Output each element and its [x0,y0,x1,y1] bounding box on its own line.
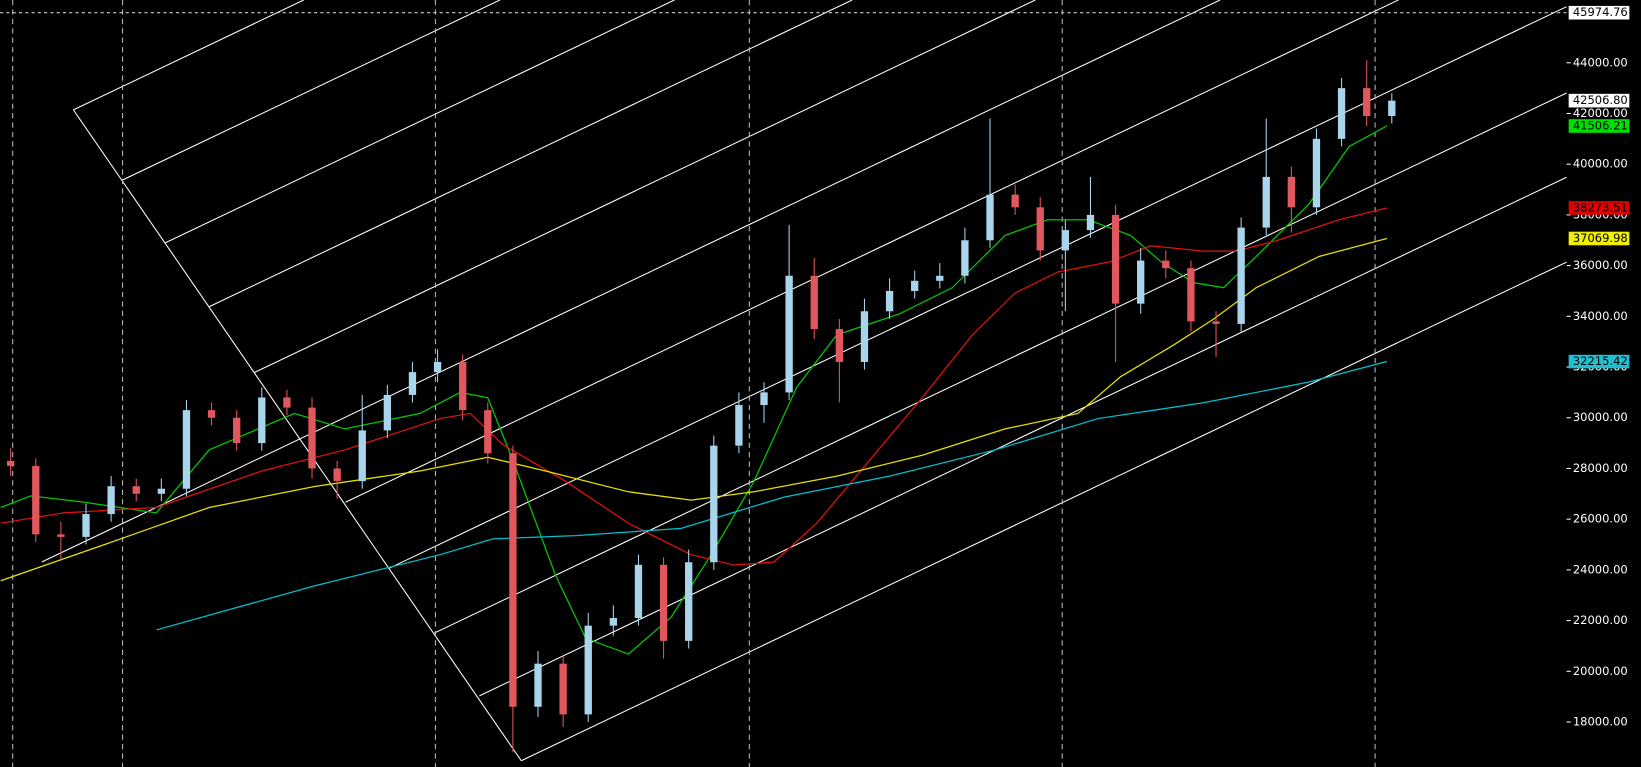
candle-body [885,290,894,312]
y-tick-label: 26000.00 [1573,512,1628,526]
y-tick-label: 40000.00 [1573,157,1628,171]
candle-body [1388,100,1396,117]
candle-body [760,392,768,406]
candle-body [82,514,90,537]
channel-line [521,261,1567,762]
candle-body [860,311,869,362]
y-tick-label: 22000.00 [1573,613,1628,627]
candle-body [911,280,919,291]
y-tick-label: 20000.00 [1573,664,1628,678]
candle-body [559,663,567,715]
price-tag [1568,201,1630,215]
candle-body [1312,138,1321,208]
candle-body [961,240,969,276]
channel-line [254,0,1036,373]
channel-line [389,6,1567,569]
candle-body [810,275,818,330]
candle-body [685,562,693,641]
candle-body [1363,88,1371,117]
candle-body [785,275,793,393]
candle-body [1086,214,1095,231]
candle-body [157,488,166,494]
candle-body [609,618,618,626]
candle-body [1036,207,1044,251]
candle-body [936,275,944,281]
candle-body [308,407,316,469]
price-tag [1568,354,1630,369]
price-tag [1568,119,1630,133]
candle-body [433,361,442,373]
channel-line [345,0,1399,503]
candle-body [408,372,417,395]
candle-body [1262,176,1270,228]
y-tick-label: 44000.00 [1573,55,1628,69]
price-tag-label: 32215.42 [1573,354,1628,368]
price-tag-label: 37069.98 [1573,231,1628,245]
price-tag [1568,93,1630,108]
y-tick-label: 42000.00 [1573,106,1628,120]
moving-average [0,237,1387,582]
candle-body [1061,230,1070,251]
candle-body [258,397,266,444]
channel-line [165,0,675,244]
channel-line [122,0,501,181]
candle-body [459,361,467,411]
candle-body [7,460,15,466]
y-tick-label: 36000.00 [1573,258,1628,272]
candle-body [283,397,291,408]
candle-body [986,194,994,241]
candle-body [182,410,191,489]
candle-body [534,663,542,707]
price-tag-label: 42506.80 [1573,93,1628,107]
candle-body [1287,176,1296,208]
candle-body [107,486,115,515]
candle-body [1011,194,1019,208]
price-tag [1568,5,1630,20]
channel-line [73,0,304,111]
y-tick-label: 18000.00 [1573,714,1628,728]
candle-body [1162,260,1170,269]
price-tag-label: 41506.21 [1573,119,1628,133]
candle-body [57,534,65,537]
y-tick-label: 28000.00 [1573,461,1628,475]
candle-body [32,465,40,535]
channel-line [434,92,1567,634]
channel-line [209,0,853,308]
candle-body [1137,260,1145,304]
candle-body [584,625,592,715]
candle-body [1187,268,1195,322]
candle-body [207,410,216,418]
candle-body [710,445,718,563]
candle-body [1237,227,1245,324]
price-tag [1568,231,1630,246]
y-tick-label: 34000.00 [1573,309,1628,323]
candle-body [509,453,517,707]
candle-body [1337,88,1346,139]
candle-body [233,417,241,444]
candle-body [484,410,492,454]
y-tick-label: 24000.00 [1573,562,1628,576]
candle-body [735,405,743,446]
fan-edge [72,109,522,762]
drawing-tools [41,0,1567,762]
candle-body [659,564,668,641]
moving-average [156,360,1387,631]
candle-body [132,486,140,494]
price-tag-label: 45974.76 [1573,5,1628,19]
candle-body [634,564,643,619]
candle-body [333,468,341,482]
candle-body [383,394,392,431]
candle-body [1212,321,1220,324]
price-tag-label: 38273.51 [1573,200,1628,214]
candle-body [358,430,366,482]
candle-body [1111,214,1120,304]
y-tick-label: 30000.00 [1573,410,1628,424]
channel-line [41,0,1221,563]
candle-body [835,329,844,362]
